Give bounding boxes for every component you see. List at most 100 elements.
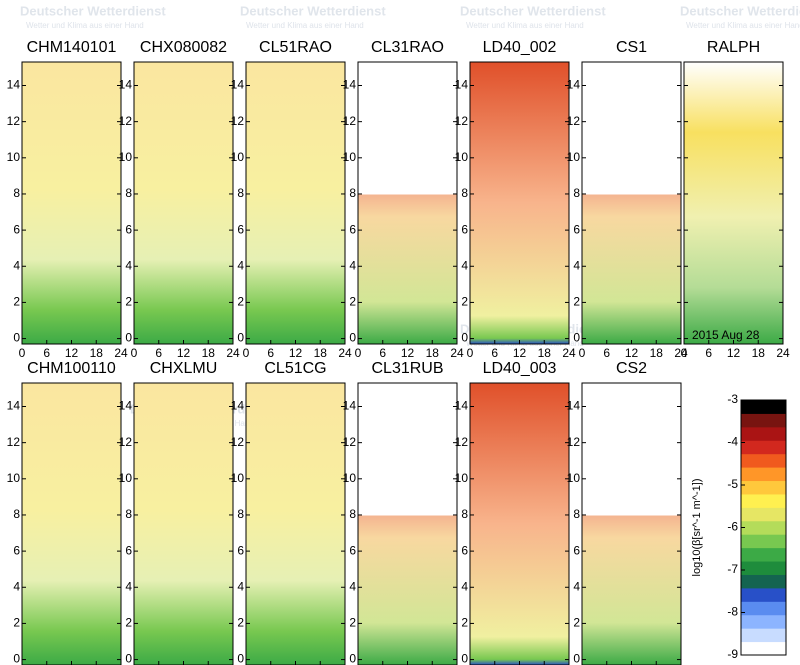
x-tick-label: 12 xyxy=(625,346,639,360)
backscatter-image xyxy=(134,62,233,344)
backscatter-image xyxy=(582,62,681,344)
backscatter-image xyxy=(22,62,121,344)
y-tick-label: 10 xyxy=(567,150,581,164)
y-tick-label: 8 xyxy=(573,507,580,521)
backscatter-image xyxy=(246,383,345,665)
backscatter-image xyxy=(470,62,569,344)
colorbar-swatch xyxy=(741,467,786,482)
y-tick-label: 8 xyxy=(237,186,244,200)
y-tick-label: 14 xyxy=(455,78,469,92)
colorbar-swatch xyxy=(741,601,786,616)
y-tick-label: 8 xyxy=(573,186,580,200)
x-tick-label: 0 xyxy=(579,346,586,360)
colorbar-swatch xyxy=(741,587,786,602)
backscatter-image xyxy=(470,383,569,665)
colorbar-tick-label: -7 xyxy=(727,562,738,576)
y-tick-label: 2 xyxy=(349,295,356,309)
backscatter-image xyxy=(358,383,457,665)
colorbar-swatch xyxy=(741,561,786,575)
x-tick-label: 0 xyxy=(681,346,688,360)
y-tick-label: 6 xyxy=(461,222,468,236)
y-tick-label: 12 xyxy=(343,114,357,128)
x-tick-label: 6 xyxy=(603,346,610,360)
colorbar-swatch xyxy=(741,628,786,643)
colorbar-tick-label: -9 xyxy=(727,647,738,661)
watermark-subtitle: Wetter und Klima aus einer Hand xyxy=(466,21,584,30)
axes-frame xyxy=(357,382,458,665)
x-tick-label: 6 xyxy=(491,346,498,360)
y-tick-label: 10 xyxy=(119,471,133,485)
y-tick-label: 0 xyxy=(13,331,20,345)
watermark-subtitle: Wetter und Klima aus einer Hand xyxy=(686,21,800,30)
y-tick-label: 0 xyxy=(573,652,580,665)
colorbar-swatch xyxy=(741,574,786,589)
x-tick-label: 12 xyxy=(289,346,303,360)
y-tick-label: 10 xyxy=(343,471,357,485)
y-tick-label: 0 xyxy=(237,331,244,345)
backscatter-image xyxy=(134,383,233,665)
x-tick-label: 0 xyxy=(19,346,26,360)
panel-title: CL31RUB xyxy=(371,360,443,377)
y-tick-label: 14 xyxy=(567,399,581,413)
colorbar-tick-label: -3 xyxy=(727,392,738,406)
y-tick-label: 2 xyxy=(13,616,20,630)
y-tick-label: 0 xyxy=(573,331,580,345)
y-tick-label: 14 xyxy=(343,78,357,92)
watermark-title: Deutscher Wetterdienst xyxy=(680,3,800,18)
y-tick-label: 2 xyxy=(573,616,580,630)
y-tick-label: 2 xyxy=(349,616,356,630)
y-tick-label: 12 xyxy=(567,114,581,128)
colorbar-tick-label: -5 xyxy=(727,477,738,491)
y-tick-label: 6 xyxy=(13,222,20,236)
panel-title: CHX080082 xyxy=(140,39,227,56)
y-tick-label: 6 xyxy=(125,222,132,236)
y-tick-label: 2 xyxy=(125,616,132,630)
y-tick-label: 6 xyxy=(349,222,356,236)
x-tick-label: 6 xyxy=(379,346,386,360)
colorbar-swatch xyxy=(741,507,786,522)
y-tick-label: 2 xyxy=(237,616,244,630)
y-tick-label: 12 xyxy=(7,114,21,128)
y-tick-label: 10 xyxy=(231,471,245,485)
x-tick-label: 6 xyxy=(43,346,50,360)
y-tick-label: 12 xyxy=(231,114,245,128)
y-tick-label: 4 xyxy=(461,258,468,272)
backscatter-image xyxy=(22,383,121,665)
y-tick-label: 4 xyxy=(461,579,468,593)
y-tick-label: 4 xyxy=(237,258,244,272)
x-tick-label: 0 xyxy=(131,346,138,360)
backscatter-image xyxy=(582,383,681,665)
y-tick-label: 12 xyxy=(455,435,469,449)
y-tick-label: 8 xyxy=(125,186,132,200)
x-tick-label: 0 xyxy=(467,346,474,360)
colorbar-tick-label: -4 xyxy=(727,435,738,449)
y-tick-label: 2 xyxy=(461,616,468,630)
panel-title: CL51CG xyxy=(264,360,326,377)
x-tick-label: 18 xyxy=(650,346,664,360)
y-tick-label: 6 xyxy=(349,543,356,557)
y-tick-label: 10 xyxy=(7,471,21,485)
axes-frame xyxy=(581,382,682,665)
y-tick-label: 0 xyxy=(125,331,132,345)
x-tick-label: 12 xyxy=(65,346,79,360)
panel-title: CHM100110 xyxy=(27,360,116,377)
y-tick-label: 14 xyxy=(455,399,469,413)
y-tick-label: 10 xyxy=(455,471,469,485)
y-tick-label: 0 xyxy=(349,652,356,665)
y-tick-label: 12 xyxy=(343,435,357,449)
x-tick-label: 18 xyxy=(538,346,552,360)
y-tick-label: 12 xyxy=(7,435,21,449)
colorbar-tick-label: -8 xyxy=(727,605,738,619)
date-annotation: 2015 Aug 28 xyxy=(692,328,760,342)
y-tick-label: 10 xyxy=(567,471,581,485)
y-tick-label: 8 xyxy=(461,186,468,200)
panel-title: CS2 xyxy=(616,360,647,377)
y-tick-label: 2 xyxy=(125,295,132,309)
x-tick-label: 24 xyxy=(114,346,128,360)
x-tick-label: 24 xyxy=(562,346,576,360)
y-tick-label: 6 xyxy=(461,543,468,557)
x-tick-label: 6 xyxy=(705,346,712,360)
backscatter-image xyxy=(358,62,457,344)
x-tick-label: 6 xyxy=(267,346,274,360)
